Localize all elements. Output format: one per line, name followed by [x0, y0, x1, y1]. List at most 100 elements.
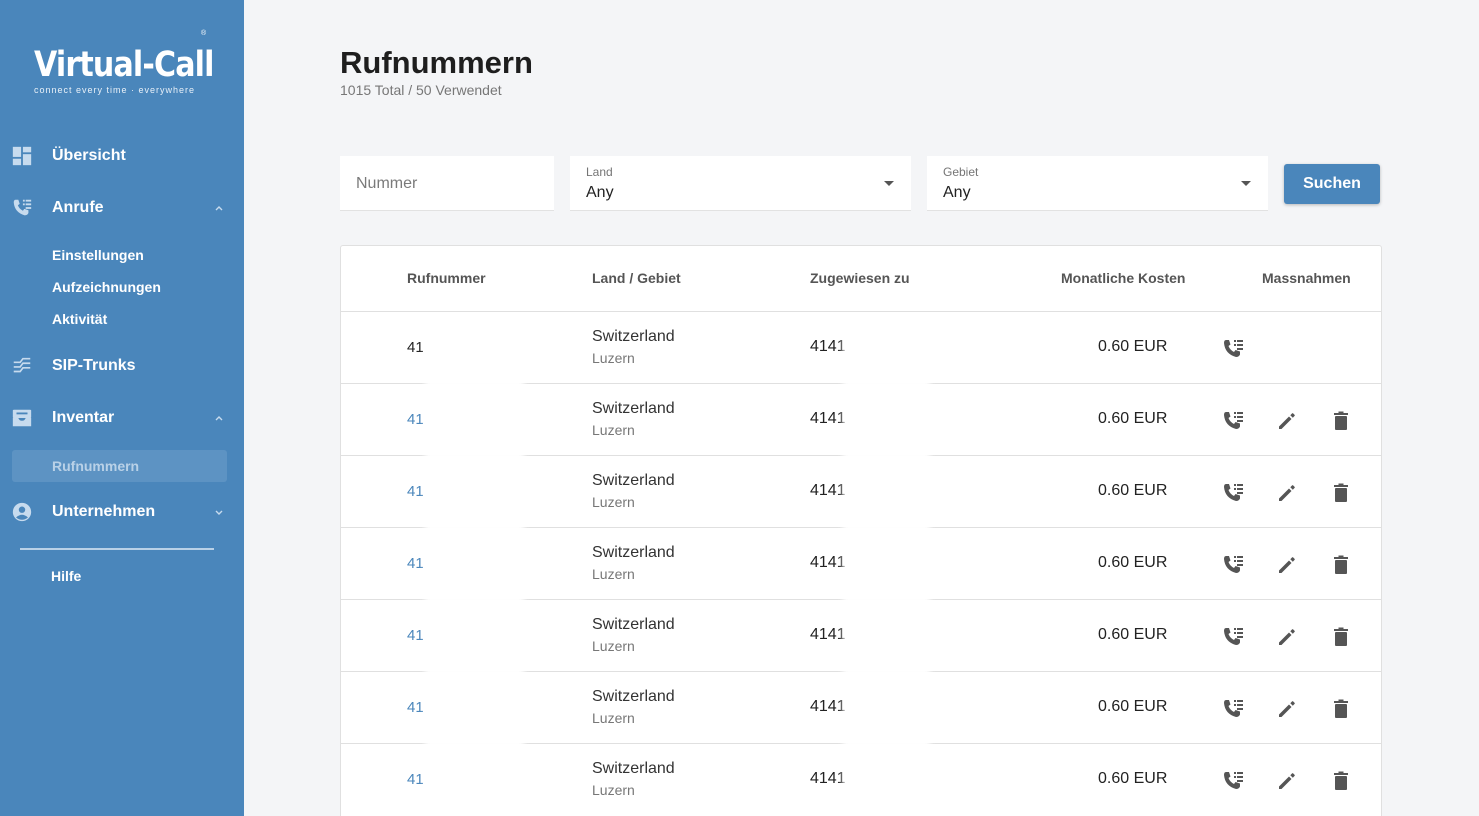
account-circle-icon: [12, 502, 32, 522]
sidebar-subitem-rufnummern[interactable]: Rufnummern: [12, 450, 227, 482]
country-text: Switzerland: [592, 616, 675, 633]
call-forward-icon[interactable]: [1221, 481, 1245, 505]
dropdown-arrow-icon: [1241, 181, 1251, 186]
dashboard-icon: [12, 146, 32, 166]
phone-number-link: 41: [407, 339, 424, 356]
call-forward-icon[interactable]: [1221, 697, 1245, 721]
page-title: Rufnummern: [340, 45, 533, 80]
brand-tagline: connect every time · everywhere: [34, 85, 196, 95]
trunk-icon: [13, 357, 31, 373]
sidebar-item-anrufe[interactable]: Anrufe: [0, 188, 244, 228]
region-text: Luzern: [592, 710, 635, 726]
sidebar-item-sip-trunks[interactable]: SIP-Trunks: [0, 346, 244, 386]
call-forward-icon[interactable]: [1221, 769, 1245, 793]
assigned-to-text: 4141: [810, 770, 846, 787]
privacy-blur-overlay: [843, 326, 930, 816]
phone-number-link[interactable]: 41: [407, 771, 424, 788]
sidebar-subitem-label: Rufnummern: [52, 458, 140, 474]
delete-icon[interactable]: [1329, 481, 1353, 505]
country-text: Switzerland: [592, 688, 675, 705]
sidebar-item-label: Unternehmen: [52, 503, 156, 520]
delete-icon[interactable]: [1329, 769, 1353, 793]
phone-number-link[interactable]: 41: [407, 411, 424, 428]
dropdown-arrow-icon: [884, 181, 894, 186]
search-button[interactable]: Suchen: [1284, 164, 1380, 204]
edit-icon[interactable]: [1275, 697, 1299, 721]
area-select-value: Any: [943, 184, 971, 201]
edit-icon[interactable]: [1275, 409, 1299, 433]
sidebar-item-unternehmen[interactable]: Unternehmen: [0, 492, 244, 532]
chevron-up-icon[interactable]: [214, 413, 224, 423]
sidebar-subitem-einstellungen[interactable]: Einstellungen: [52, 247, 144, 263]
chevron-down-icon[interactable]: [214, 507, 224, 517]
country-select[interactable]: Land Any: [570, 156, 911, 211]
region-text: Luzern: [592, 638, 635, 654]
delete-icon[interactable]: [1329, 697, 1353, 721]
assigned-to-text: 4141: [810, 626, 846, 643]
column-header-land-gebiet[interactable]: Land / Gebiet: [592, 270, 681, 286]
region-text: Luzern: [592, 782, 635, 798]
edit-icon[interactable]: [1275, 625, 1299, 649]
region-text: Luzern: [592, 422, 635, 438]
sidebar-item-label: Anrufe: [52, 199, 104, 216]
chevron-up-icon[interactable]: [214, 203, 224, 213]
edit-icon[interactable]: [1275, 481, 1299, 505]
number-search-input[interactable]: Nummer: [340, 156, 554, 211]
country-text: Switzerland: [592, 544, 675, 561]
inbox-icon: [12, 409, 32, 427]
phone-list-icon: [13, 199, 32, 216]
numbers-table: Rufnummer Land / Gebiet Zugewiesen zu Mo…: [340, 245, 1382, 816]
sidebar-item-hilfe[interactable]: Hilfe: [51, 568, 82, 584]
region-text: Luzern: [592, 566, 635, 582]
region-text: Luzern: [592, 494, 635, 510]
table-row: 41 Switzerland Luzern 4141 0.60 EUR: [341, 311, 1381, 383]
page-subtitle: 1015 Total / 50 Verwendet: [340, 82, 502, 98]
sidebar-divider: [20, 548, 214, 550]
sidebar-subitem-aktivitaet[interactable]: Aktivität: [52, 311, 108, 327]
sidebar-subitem-aufzeichnungen[interactable]: Aufzeichnungen: [52, 279, 161, 295]
sidebar-item-label: SIP-Trunks: [52, 357, 136, 374]
edit-icon[interactable]: [1275, 553, 1299, 577]
call-forward-icon[interactable]: [1221, 409, 1245, 433]
country-text: Switzerland: [592, 760, 675, 777]
assigned-to-text: 4141: [810, 338, 846, 355]
monthly-cost-text: 0.60 EUR: [1098, 554, 1168, 571]
phone-number-link[interactable]: 41: [407, 699, 424, 716]
call-forward-icon[interactable]: [1221, 553, 1245, 577]
number-search-placeholder: Nummer: [356, 175, 418, 192]
brand-name: Virtual-Call: [34, 45, 214, 85]
column-header-zugewiesen[interactable]: Zugewiesen zu: [810, 270, 910, 286]
sidebar-item-uebersicht[interactable]: Übersicht: [0, 136, 244, 176]
monthly-cost-text: 0.60 EUR: [1098, 698, 1168, 715]
call-forward-icon[interactable]: [1221, 625, 1245, 649]
assigned-to-text: 4141: [810, 554, 846, 571]
column-header-kosten[interactable]: Monatliche Kosten: [1061, 270, 1186, 286]
column-header-rufnummer[interactable]: Rufnummer: [407, 270, 486, 286]
edit-icon[interactable]: [1275, 769, 1299, 793]
delete-icon[interactable]: [1329, 625, 1353, 649]
area-select-label: Gebiet: [943, 165, 979, 179]
delete-icon[interactable]: [1329, 553, 1353, 577]
privacy-blur-overlay: [425, 333, 524, 803]
monthly-cost-text: 0.60 EUR: [1098, 626, 1168, 643]
phone-number-link[interactable]: 41: [407, 627, 424, 644]
phone-number-link[interactable]: 41: [407, 555, 424, 572]
sidebar-item-inventar[interactable]: Inventar: [0, 398, 244, 438]
registered-mark: ®: [201, 30, 207, 37]
monthly-cost-text: 0.60 EUR: [1098, 410, 1168, 427]
country-select-label: Land: [586, 165, 613, 179]
area-select[interactable]: Gebiet Any: [927, 156, 1268, 211]
monthly-cost-text: 0.60 EUR: [1098, 482, 1168, 499]
assigned-to-text: 4141: [810, 410, 846, 427]
sidebar-item-label: Übersicht: [52, 147, 126, 164]
monthly-cost-text: 0.60 EUR: [1098, 770, 1168, 787]
phone-number-link[interactable]: 41: [407, 483, 424, 500]
country-text: Switzerland: [592, 472, 675, 489]
delete-icon[interactable]: [1329, 409, 1353, 433]
assigned-to-text: 4141: [810, 482, 846, 499]
call-forward-icon[interactable]: [1221, 337, 1245, 361]
brand-logo[interactable]: Virtual-Call connect every time · everyw…: [34, 46, 243, 95]
column-header-massnahmen: Massnahmen: [1262, 270, 1351, 286]
country-text: Switzerland: [592, 400, 675, 417]
assigned-to-text: 4141: [810, 698, 846, 715]
